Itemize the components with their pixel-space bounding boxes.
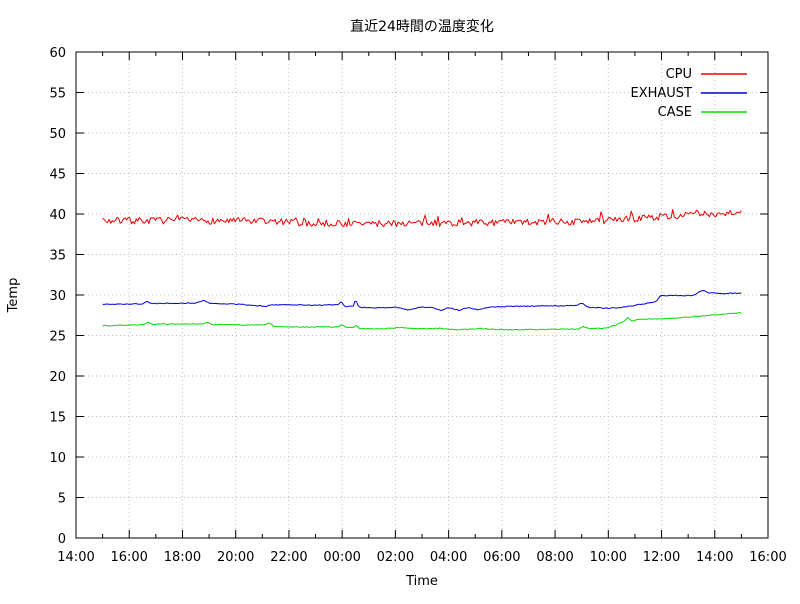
x-tick-label: 02:00 [377, 550, 414, 565]
x-tick-label: 14:00 [57, 550, 94, 565]
data-series [102, 209, 742, 331]
y-tick-label: 50 [49, 127, 66, 142]
x-tick-label: 16:00 [749, 550, 786, 565]
x-tick-label: 22:00 [270, 550, 307, 565]
x-tick-label: 14:00 [696, 550, 733, 565]
x-tick-label: 12:00 [643, 550, 680, 565]
y-tick-label: 55 [49, 87, 66, 102]
y-tick-label: 40 [49, 208, 66, 223]
y-tick-label: 10 [49, 451, 66, 466]
x-tick-label: 04:00 [430, 550, 467, 565]
y-tick-label: 30 [49, 289, 66, 304]
legend-label-cpu: CPU [666, 67, 692, 82]
x-tick-label: 18:00 [164, 550, 201, 565]
y-tick-label: 45 [49, 168, 66, 183]
tick-labels: 14:00 16:00 18:00 20:00 22:00 00:00 02:00 04:00… [49, 46, 786, 565]
y-tick-label: 35 [49, 249, 66, 264]
legend-label-exhaust: EXHAUST [631, 86, 693, 101]
y-tick-label: 20 [49, 370, 66, 385]
x-tick-label: 06:00 [483, 550, 520, 565]
grid-lines [76, 52, 768, 538]
x-tick-label: 16:00 [110, 550, 147, 565]
plot-border [75, 51, 769, 539]
legend-item-cpu: CPU [666, 67, 747, 82]
y-tick-label: 15 [49, 411, 66, 426]
x-tick-label: 08:00 [536, 550, 573, 565]
x-tick-label: 00:00 [323, 550, 360, 565]
y-tick-label: 60 [49, 46, 66, 61]
series-line-case [102, 312, 742, 331]
chart-title: 直近24時間の温度変化 [350, 18, 494, 35]
y-tick-label: 25 [49, 330, 66, 345]
y-axis-label: Temp [6, 278, 21, 314]
legend-item-exhaust: EXHAUST [631, 86, 747, 101]
legend: CPU EXHAUST CASE [631, 67, 747, 120]
series-line-exhaust [102, 290, 742, 312]
x-tick-label: 10:00 [590, 550, 627, 565]
legend-label-case: CASE [658, 105, 692, 120]
y-tick-label: 0 [58, 532, 66, 547]
legend-item-case: CASE [658, 105, 747, 120]
x-tick-label: 20:00 [217, 550, 254, 565]
series-line-cpu [102, 209, 742, 228]
x-axis-label: Time [405, 574, 438, 589]
y-tick-label: 5 [58, 492, 66, 507]
